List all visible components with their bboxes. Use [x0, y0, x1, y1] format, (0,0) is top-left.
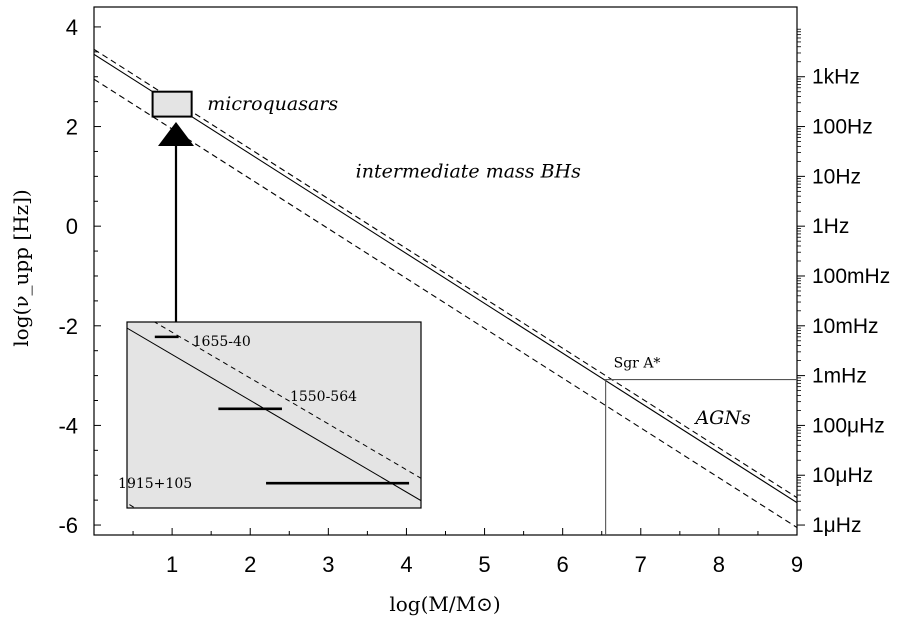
y-tick-label: 2: [66, 115, 78, 140]
y-tick-label: -4: [58, 413, 78, 438]
source-label: 1655-40: [193, 334, 251, 350]
x-tick-label: 7: [635, 552, 647, 577]
inset-solid-line: [127, 327, 421, 502]
right-tick-label: 1μHz: [812, 514, 861, 537]
x-axis-label: log(M/M⊙): [389, 592, 500, 616]
microquasars-box: [151, 90, 193, 118]
right-tick-label: 1Hz: [812, 215, 849, 238]
right-tick-label: 10mHz: [812, 315, 879, 338]
microquasars-label: microquasars: [207, 93, 338, 115]
series-line-3: [94, 78, 797, 528]
source-label: 1550-564: [290, 389, 357, 405]
right-tick-label: 100mHz: [812, 265, 890, 288]
inset-dashed-line: [153, 322, 421, 479]
series-line-1: [94, 53, 797, 504]
right-tick-label: 100μHz: [812, 414, 885, 437]
x-tick-label: 1: [166, 552, 178, 577]
right-tick-label: 10Hz: [812, 165, 861, 188]
right-tick-label: 10μHz: [812, 464, 873, 487]
intermediate-mass-label: intermediate mass BHs: [356, 160, 581, 182]
agn-region-border: [605, 379, 797, 535]
inset-panel: [126, 321, 422, 509]
sgr-a-label: Sgr A*: [614, 356, 661, 372]
x-tick-label: 8: [713, 552, 725, 577]
right-tick-label: 1mHz: [812, 365, 867, 388]
y-tick-label: -6: [58, 513, 78, 538]
x-tick-label: 9: [791, 552, 803, 577]
x-tick-label: 3: [322, 552, 334, 577]
source-label: 1915+105: [118, 476, 192, 492]
arrow-head: [158, 122, 194, 146]
series-line-2: [94, 48, 797, 499]
right-tick-label: 100Hz: [812, 116, 873, 139]
y-tick-label: 0: [66, 214, 78, 239]
y-axis-label: log(ν_upp [Hz]): [9, 189, 33, 346]
x-tick-label: 2: [244, 552, 256, 577]
x-tick-label: 5: [478, 552, 490, 577]
y-tick-label: 4: [66, 15, 78, 40]
agn-label: AGNs: [693, 407, 751, 429]
right-tick-label: 1kHz: [812, 66, 860, 89]
y-tick-label: -2: [58, 314, 78, 339]
x-tick-label: 6: [557, 552, 569, 577]
x-tick-label: 4: [400, 552, 412, 577]
